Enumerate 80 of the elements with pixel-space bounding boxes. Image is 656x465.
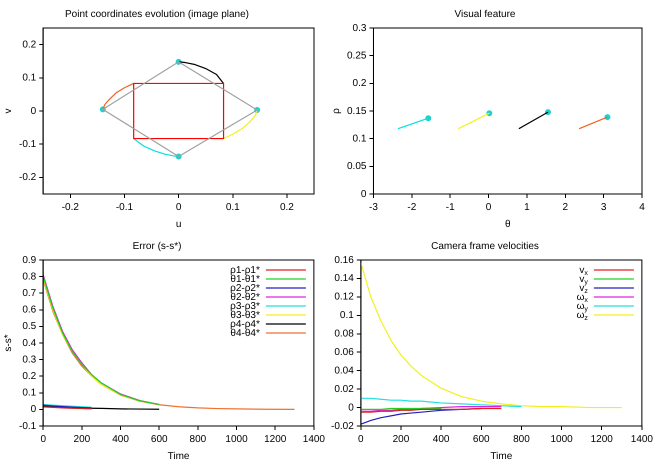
- y-tick-label: 0.1: [352, 133, 367, 144]
- y-tick-label: 0.02: [334, 384, 354, 395]
- x-tick-label: 2: [562, 202, 568, 213]
- legend-label: ρ1-ρ1*: [230, 264, 260, 276]
- x-tick-label: -0.2: [62, 202, 80, 213]
- y-tick-label: 0: [348, 402, 354, 414]
- y-tick-label: 0.6: [22, 304, 37, 316]
- chart-title: Camera frame velocities: [431, 240, 539, 252]
- x-tick-label: 3: [600, 202, 607, 213]
- y-tick-label: 0.12: [334, 292, 354, 303]
- y-tick-label: -0.02: [330, 420, 354, 432]
- x-tick-label: 0: [486, 202, 492, 213]
- y-tick-label: 0.7: [22, 288, 37, 299]
- chart-title: Error (s-s*): [132, 240, 182, 252]
- y-tick-label: 0.05: [346, 161, 367, 172]
- legend-label: ρ4-ρ4*: [230, 318, 260, 330]
- y-tick-label: -0.2: [18, 172, 37, 184]
- chart-title: Visual feature: [454, 8, 516, 20]
- x-tick-label: 1000: [225, 434, 248, 445]
- x-tick-label: 600: [472, 434, 490, 445]
- x-tick-label: 800: [190, 434, 207, 445]
- legend-label: ρ2-ρ2*: [230, 282, 260, 294]
- y-tick-label: 0.5: [22, 321, 37, 332]
- x-axis-title: Time: [490, 450, 513, 462]
- y-tick-label: 0.8: [22, 271, 37, 282]
- x-tick-label: 1000: [550, 434, 574, 445]
- y-tick-label: 0.1: [340, 310, 354, 322]
- legend-label: θ3-θ3*: [230, 310, 260, 321]
- x-tick-label: 0: [40, 434, 46, 445]
- legend-label: θ1-θ1*: [230, 274, 260, 285]
- y-axis-title: ρ: [330, 108, 342, 114]
- x-tick-label: 1400: [302, 434, 326, 445]
- y-tick-label: 0.2: [22, 370, 37, 382]
- legend-label: ρ3-ρ3*: [230, 300, 260, 312]
- x-tick-label: 0: [176, 202, 182, 213]
- y-tick-label: 0.25: [346, 50, 367, 62]
- x-tick-label: 0.1: [226, 202, 240, 213]
- legend-label: θ2-θ2*: [230, 292, 260, 303]
- x-tick-label: 400: [432, 434, 450, 445]
- x-tick-label: 200: [392, 434, 410, 445]
- chart-title: Point coordinates evolution (image plane): [65, 8, 249, 20]
- x-tick-label: 1: [524, 202, 530, 213]
- x-tick-label: 1200: [264, 434, 287, 445]
- y-tick-label: 0.9: [22, 254, 37, 266]
- x-tick-label: 1400: [630, 434, 654, 445]
- y-tick-label: -0.1: [18, 420, 37, 432]
- y-tick-label: 0: [30, 106, 37, 117]
- y-tick-label: 0.15: [346, 106, 367, 117]
- y-axis-title: s-s*: [2, 334, 14, 352]
- x-tick-label: -2: [407, 202, 417, 213]
- x-tick-label: 600: [150, 434, 168, 445]
- y-tick-label: -0.1: [18, 138, 37, 150]
- x-tick-label: 0.2: [280, 202, 294, 213]
- x-tick-label: -0.1: [116, 202, 134, 213]
- y-tick-label: 0.16: [334, 254, 354, 266]
- x-axis-title: u: [176, 218, 182, 230]
- y-tick-label: 0.4: [22, 338, 37, 349]
- y-tick-label: 0: [360, 188, 367, 200]
- y-tick-label: 0.3: [22, 354, 37, 366]
- y-tick-label: 0.04: [334, 365, 354, 376]
- y-tick-label: 0.3: [352, 22, 367, 34]
- y-tick-label: 0: [30, 404, 37, 416]
- x-tick-label: 1200: [590, 434, 614, 445]
- y-tick-label: 0.2: [352, 78, 367, 90]
- x-tick-label: -3: [369, 202, 378, 213]
- y-tick-label: 0.1: [22, 72, 37, 84]
- x-tick-label: -1: [446, 202, 456, 213]
- legend-label: θ4-θ4*: [230, 328, 260, 339]
- x-tick-label: 200: [74, 434, 91, 445]
- y-tick-label: 0.1: [22, 388, 37, 399]
- x-axis-title: θ: [504, 218, 511, 230]
- y-axis-title: v: [2, 108, 14, 114]
- x-tick-label: 800: [513, 434, 530, 445]
- x-axis-title: Time: [168, 450, 190, 462]
- y-tick-label: 0.08: [334, 328, 354, 340]
- y-tick-label: 0.2: [22, 39, 37, 50]
- y-tick-label: 0.06: [334, 346, 354, 358]
- y-tick-label: 0.14: [334, 273, 354, 284]
- x-tick-label: 400: [112, 434, 130, 445]
- x-tick-label: 4: [639, 202, 646, 213]
